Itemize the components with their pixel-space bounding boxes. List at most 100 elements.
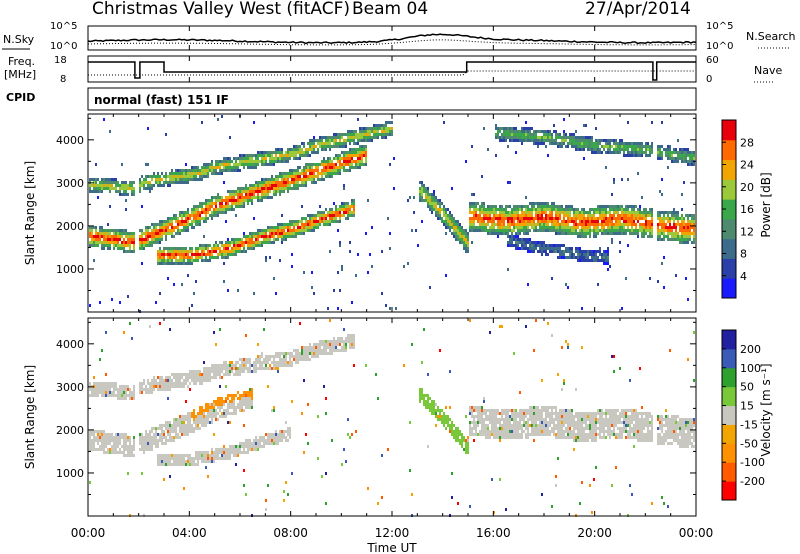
heatmap-cell (549, 205, 551, 208)
heatmap-cell (535, 217, 537, 220)
heatmap-cell (673, 217, 675, 220)
heatmap-cell (263, 190, 265, 193)
heatmap-cell (335, 169, 337, 172)
heatmap-cell (103, 241, 105, 244)
heatmap-cell (621, 178, 623, 181)
heatmap-cell (519, 214, 521, 217)
heatmap-cell (609, 265, 611, 268)
heatmap-cell (297, 181, 299, 184)
heatmap-cell (359, 163, 361, 166)
heatmap-cell (183, 172, 185, 175)
heatmap-cell (477, 220, 479, 223)
heatmap-cell (215, 172, 217, 175)
heatmap-cell (195, 253, 197, 256)
heatmap-cell (499, 232, 501, 235)
heatmap-cell (617, 232, 619, 235)
heatmap-cell (295, 223, 297, 226)
heatmap-cell (229, 364, 231, 367)
heatmap-cell (229, 163, 231, 166)
heatmap-cell (207, 376, 209, 379)
heatmap-cell (519, 238, 521, 241)
heatmap-cell (145, 187, 147, 190)
heatmap-cell (211, 217, 213, 220)
heatmap-cell (637, 151, 639, 154)
heatmap-cell (143, 439, 145, 442)
heatmap-cell (275, 151, 277, 154)
heatmap-cell (627, 229, 629, 232)
heatmap-cell (241, 157, 243, 160)
heatmap-cell (367, 271, 369, 274)
heatmap-cell (577, 214, 579, 217)
heatmap-cell (579, 247, 581, 250)
heatmap-cell (221, 397, 223, 400)
heatmap-cell (169, 223, 171, 226)
heatmap-cell (487, 148, 489, 151)
heatmap-cell (263, 154, 265, 157)
heatmap-cell (251, 160, 253, 163)
heatmap-cell (573, 256, 575, 259)
heatmap-cell (149, 235, 151, 238)
heatmap-cell (171, 169, 173, 172)
heatmap-cell (203, 235, 205, 238)
heatmap-cell (303, 178, 305, 181)
heatmap-cell (523, 211, 525, 214)
heatmap-cell (155, 385, 157, 388)
heatmap-cell (517, 238, 519, 241)
heatmap-cell (233, 400, 235, 403)
heatmap-cell (625, 277, 627, 280)
heatmap-cell (467, 244, 469, 247)
heatmap-cell (683, 160, 685, 163)
heatmap-cell (133, 238, 135, 241)
heatmap-cell (273, 232, 275, 235)
heatmap-cell (109, 436, 111, 439)
heatmap-cell (261, 187, 263, 190)
heatmap-cell (151, 388, 153, 391)
heatmap-cell (121, 388, 123, 391)
heatmap-cell (541, 241, 543, 244)
heatmap-cell (205, 202, 207, 205)
heatmap-cell (101, 184, 103, 187)
heatmap-cell (279, 151, 281, 154)
heatmap-cell (343, 205, 345, 208)
heatmap-cell (417, 244, 419, 247)
heatmap-cell (535, 229, 537, 232)
heatmap-cell (453, 220, 455, 223)
heatmap-cell (495, 232, 497, 235)
heatmap-cell (221, 256, 223, 259)
heatmap-cell (661, 229, 663, 232)
heatmap-cell (689, 160, 691, 163)
heatmap-cell (197, 418, 199, 421)
heatmap-cell (305, 178, 307, 181)
heatmap-cell (171, 382, 173, 385)
heatmap-cell (175, 379, 177, 382)
heatmap-cell (231, 250, 233, 253)
heatmap-cell (263, 229, 265, 232)
heatmap-cell (179, 262, 181, 265)
heatmap-cell (555, 247, 557, 250)
heatmap-cell (151, 430, 153, 433)
heatmap-cell (303, 154, 305, 157)
heatmap-cell (591, 250, 593, 253)
heatmap-cell (161, 457, 163, 460)
heatmap-cell (585, 250, 587, 253)
heatmap-cell (209, 406, 211, 409)
heatmap-cell (89, 226, 91, 229)
heatmap-cell (89, 190, 91, 193)
heatmap-cell (491, 211, 493, 214)
heatmap-cell (157, 442, 159, 445)
heatmap-cell (349, 250, 351, 253)
heatmap-cell (149, 391, 151, 394)
heatmap-cell (611, 217, 613, 220)
heatmap-cell (607, 268, 609, 271)
heatmap-cell (449, 229, 451, 232)
heatmap-cell (263, 232, 265, 235)
heatmap-cell (479, 214, 481, 217)
heatmap-cell (209, 370, 211, 373)
heatmap-cell (175, 424, 177, 427)
heatmap-cell (189, 427, 191, 430)
heatmap-cell (573, 208, 575, 211)
heatmap-cell (171, 226, 173, 229)
heatmap-cell (237, 169, 239, 172)
heatmap-cell (607, 211, 609, 214)
